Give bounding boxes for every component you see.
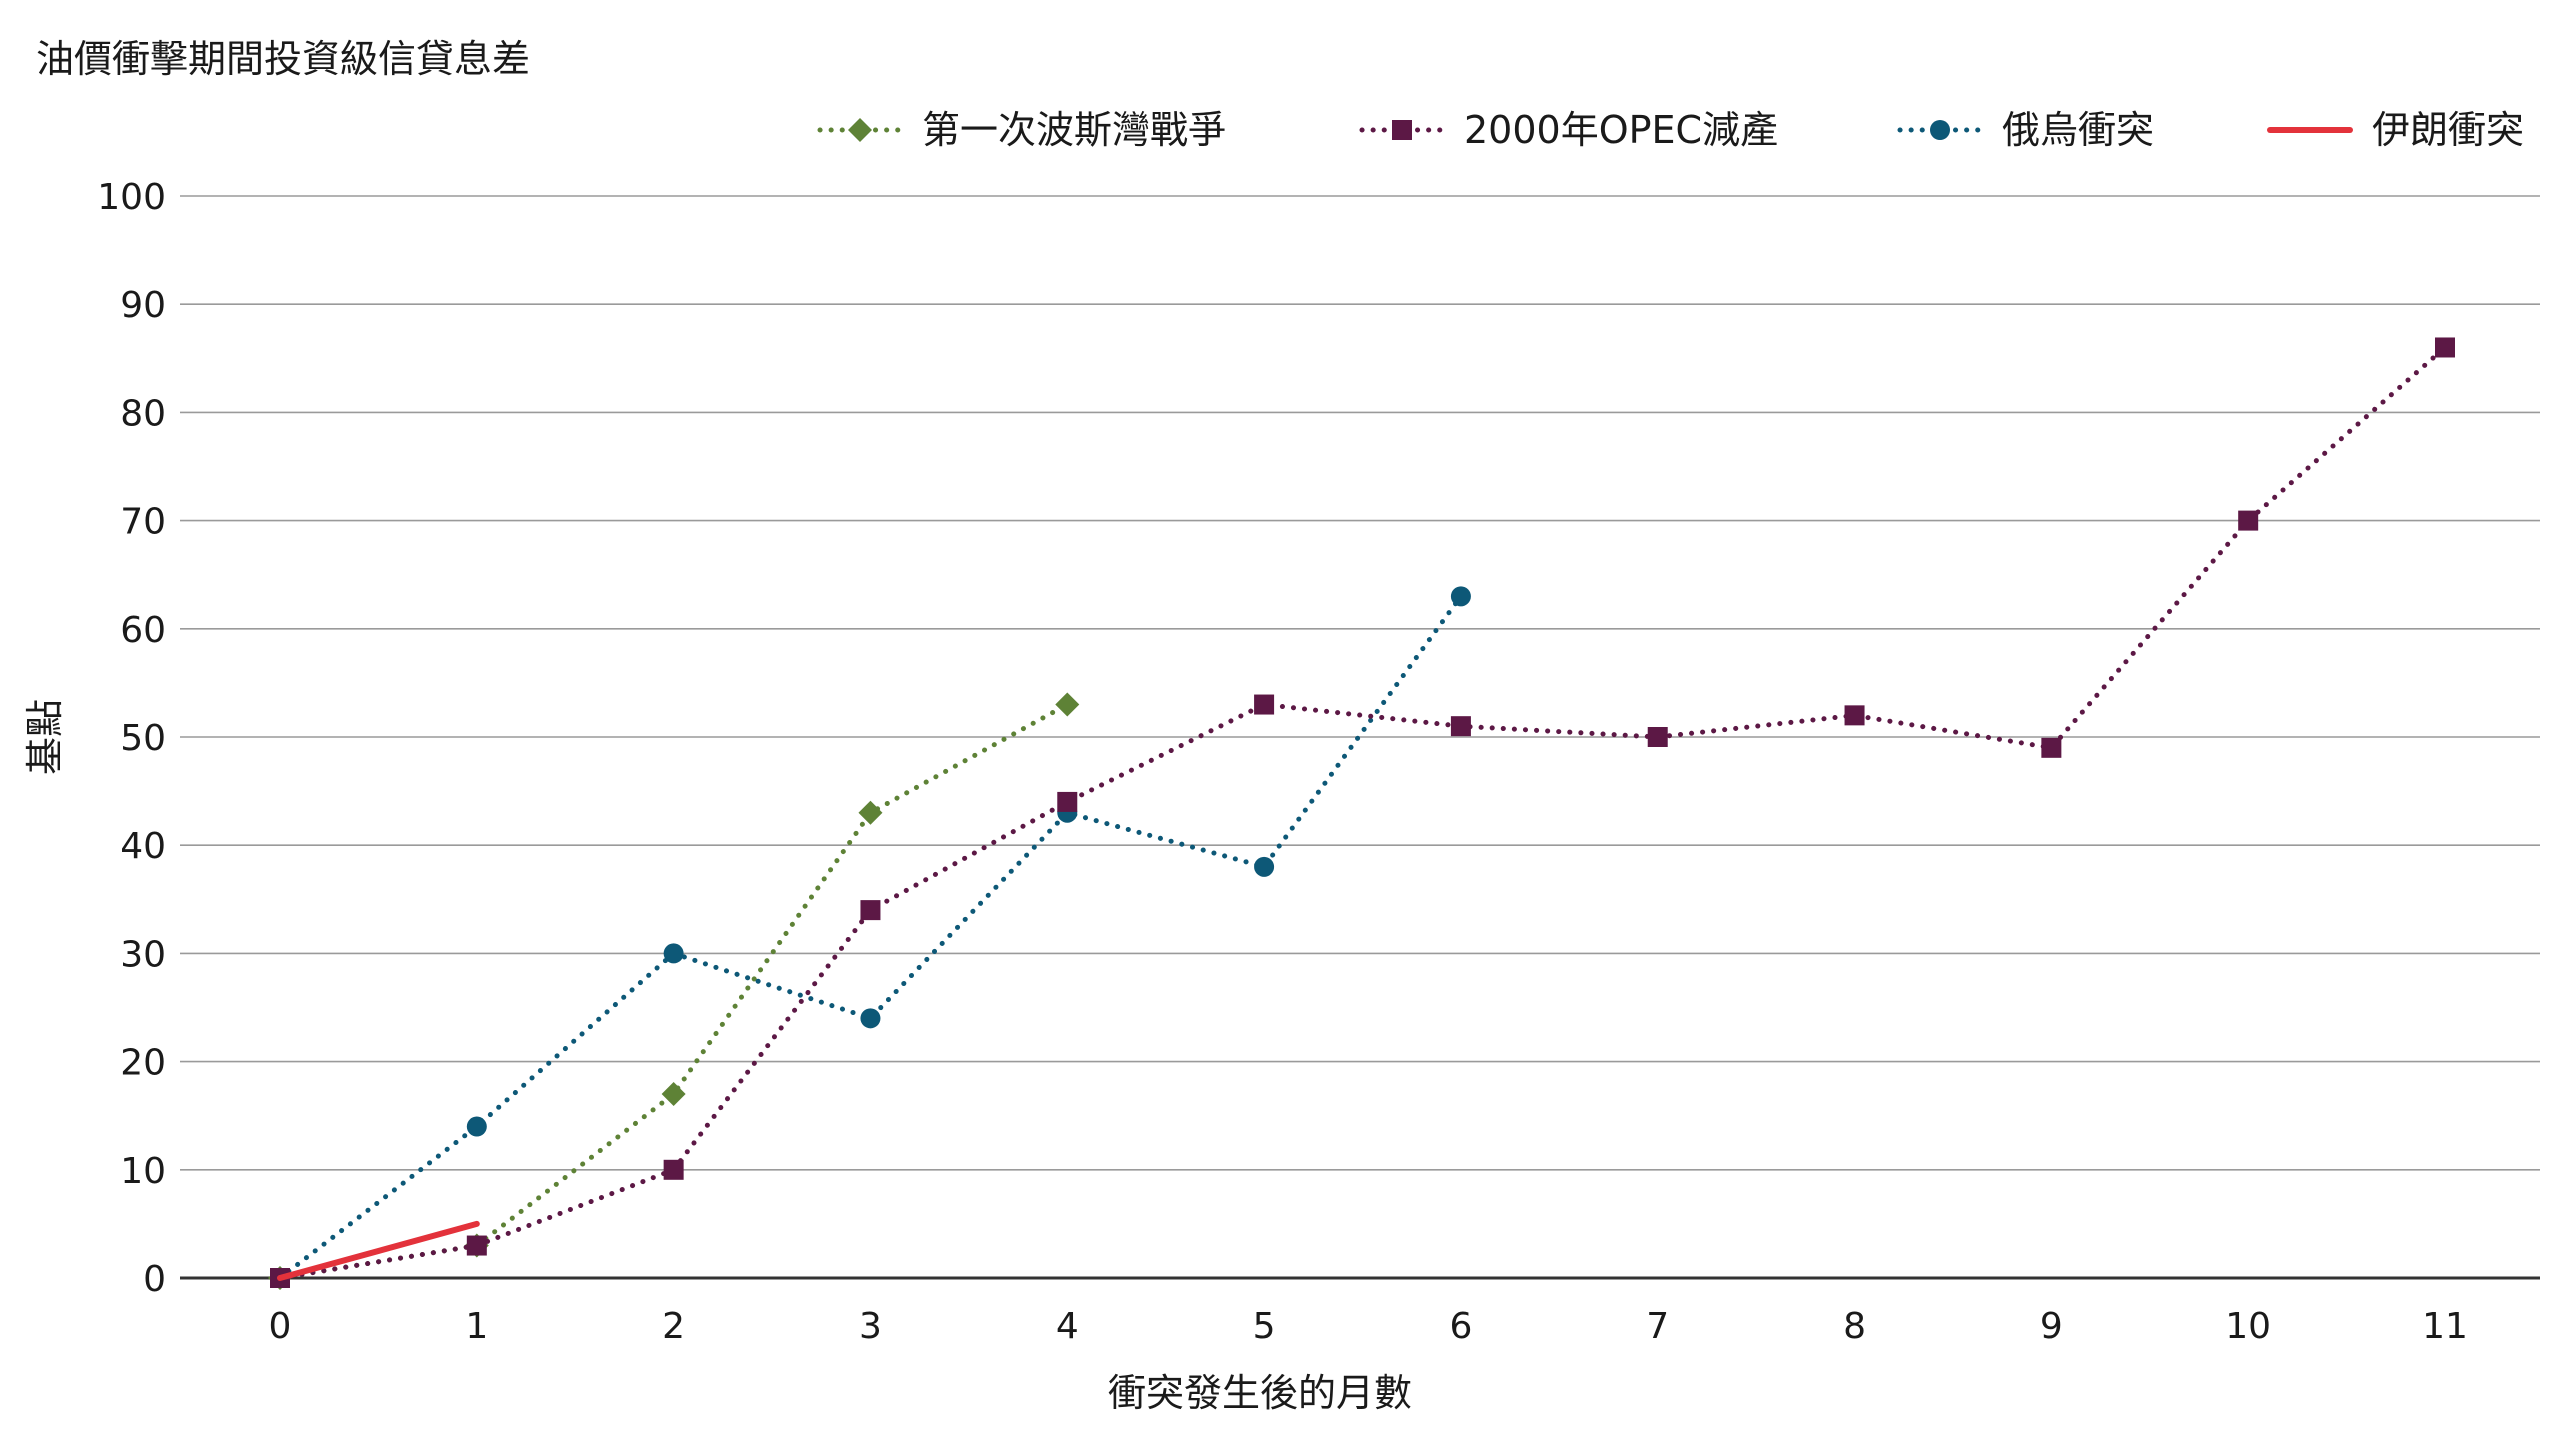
- y-tick-label: 0: [143, 1259, 166, 1300]
- data-point: [2435, 337, 2455, 358]
- x-tick-label: 8: [1843, 1306, 1866, 1347]
- data-point: [1450, 586, 1471, 607]
- y-axis-label: 基點: [23, 699, 67, 775]
- y-tick-label: 30: [120, 934, 166, 975]
- data-point: [2041, 737, 2062, 758]
- x-tick-label: 2: [662, 1306, 685, 1347]
- series-1: [270, 337, 2455, 1288]
- x-tick-label: 5: [1253, 1306, 1276, 1347]
- y-tick-label: 10: [120, 1151, 166, 1192]
- legend-marker: [1930, 120, 1950, 140]
- series-group: [268, 337, 2455, 1290]
- data-point: [661, 1082, 686, 1107]
- legend: 第一次波斯灣戰爭 2000年OPEC減產 俄烏衝突 伊朗衝突: [817, 108, 2524, 152]
- series-line: [277, 1220, 480, 1281]
- data-point: [1647, 727, 1668, 747]
- legend-label: 第一次波斯灣戰爭: [922, 108, 1226, 152]
- chart-title: 油價衝擊期間投資級信貸息差: [36, 37, 531, 81]
- data-point: [1450, 716, 1471, 737]
- data-point: [1055, 692, 1080, 717]
- data-point: [1254, 856, 1275, 877]
- data-point: [860, 900, 881, 921]
- data-point: [466, 1235, 487, 1256]
- legend-marker: [848, 118, 872, 142]
- y-tick-label: 80: [120, 393, 166, 434]
- y-tick-label: 20: [120, 1043, 166, 1084]
- data-point: [466, 1116, 487, 1137]
- legend-item: 俄烏衝突: [1897, 108, 2154, 152]
- y-tick-label: 50: [120, 718, 166, 759]
- series-line: [277, 593, 1464, 1281]
- x-tick-label: 7: [1646, 1306, 1669, 1347]
- y-tick-label: 70: [120, 502, 166, 543]
- y-tick-label: 90: [120, 285, 166, 326]
- y-tick-label: 60: [120, 610, 166, 651]
- legend-item: 伊朗衝突: [2267, 108, 2524, 152]
- axes: 0 10 20 30 40 50 60 70 80 90 100 0 1 2 3 4 5 6 7 8 9 10 11 衝突發生…: [23, 177, 2468, 1415]
- data-point: [663, 943, 684, 964]
- data-point: [860, 1008, 881, 1029]
- legend-item: 第一次波斯灣戰爭: [817, 108, 1226, 152]
- series-2: [270, 586, 1471, 1288]
- legend-label: 伊朗衝突: [2372, 108, 2524, 152]
- y-tick-label: 40: [120, 826, 166, 867]
- x-axis-label: 衝突發生後的月數: [1108, 1371, 1412, 1415]
- legend-label: 俄烏衝突: [2002, 108, 2154, 152]
- x-tick-label: 4: [1056, 1306, 1079, 1347]
- x-tick-label: 1: [465, 1306, 488, 1347]
- x-tick-label: 9: [2040, 1306, 2063, 1347]
- legend-label: 2000年OPEC減產: [1464, 108, 1778, 152]
- legend-item: 2000年OPEC減產: [1359, 108, 1778, 152]
- x-tick-label: 6: [1449, 1306, 1472, 1347]
- series-0: [268, 692, 1080, 1290]
- data-point: [1254, 694, 1275, 715]
- gridlines: [180, 195, 2540, 1280]
- data-point: [858, 800, 883, 825]
- x-tick-label: 3: [859, 1306, 882, 1347]
- y-tick-label: 100: [97, 177, 166, 218]
- x-tick-label: 11: [2422, 1306, 2468, 1347]
- x-tick-label: 0: [269, 1306, 292, 1347]
- data-point: [2238, 510, 2259, 531]
- data-point: [663, 1159, 684, 1180]
- series-3: [277, 1220, 480, 1281]
- data-point: [1844, 705, 1865, 726]
- series-line: [277, 345, 2448, 1281]
- x-tick-label: 10: [2225, 1306, 2271, 1347]
- data-point: [1057, 791, 1078, 812]
- series-line: [277, 702, 1070, 1281]
- legend-marker: [1392, 120, 1412, 140]
